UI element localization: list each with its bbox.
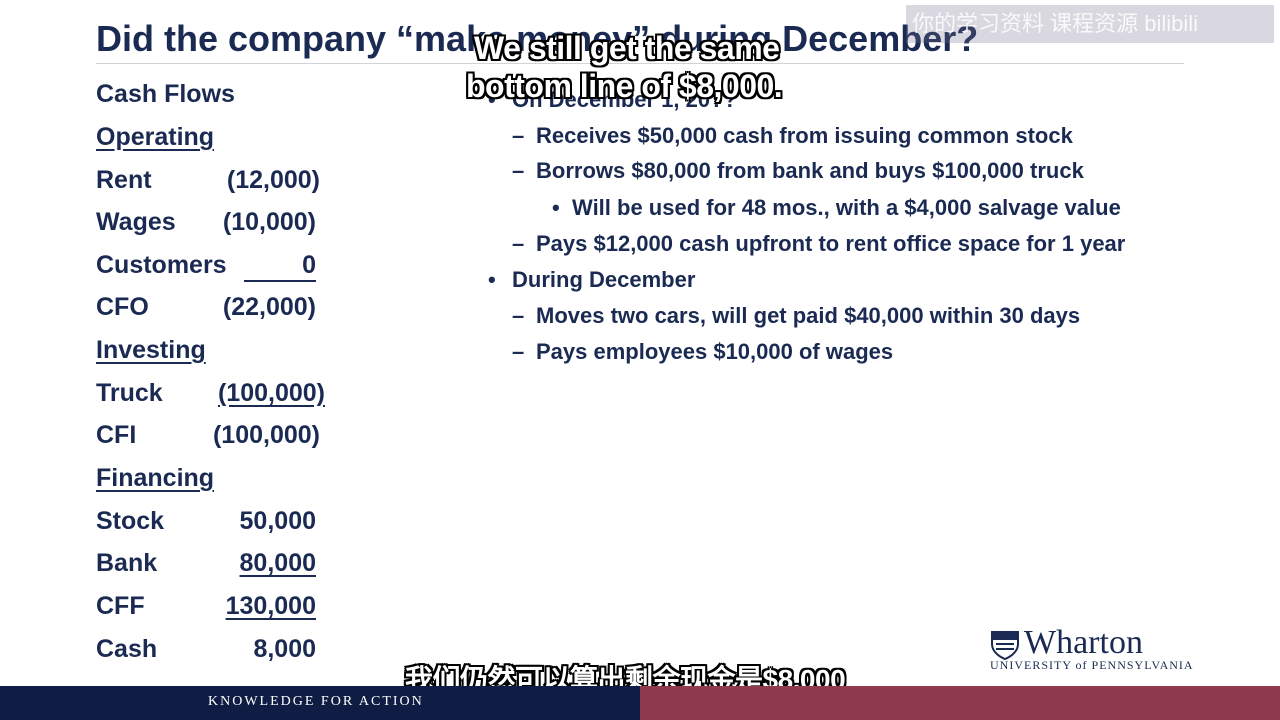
footer-band-right: [640, 686, 1280, 720]
borrow-text: Borrows $80,000 from bank and buys $100,…: [536, 158, 1084, 183]
cff-label: CFF: [96, 592, 145, 620]
watermark: 你的学习资料 课程资源 bilibili: [906, 5, 1274, 43]
footer-tagline: KNOWLEDGE FOR ACTION: [208, 694, 424, 709]
during-text: During December: [512, 267, 696, 292]
cash-value: 8,000: [253, 635, 316, 663]
subtitle-en-line2: bottom line of $8,000.: [466, 68, 783, 104]
cash-row: Cash 8,000: [96, 635, 326, 667]
dash-icon: –: [512, 158, 525, 183]
wharton-wordmark: Wharton: [1024, 624, 1143, 661]
dash-icon: –: [512, 339, 525, 364]
shield-icon: [991, 631, 1019, 660]
wages-value: (10,000): [222, 208, 316, 236]
cfi-row: CFI (100,000): [96, 421, 326, 453]
bullet-dec1: • On December 1, 20??: [488, 87, 737, 113]
truck-label: Truck: [96, 379, 163, 407]
truck-row: Truck (100,000): [96, 379, 326, 411]
cfo-value: (22,000): [222, 293, 316, 321]
cars-text: Moves two cars, will get paid $40,000 wi…: [536, 303, 1081, 328]
university-name: UNIVERSITY of PENNSYLVANIA: [990, 658, 1194, 672]
stock-value: 50,000: [239, 507, 316, 535]
truck-life-text: Will be used for 48 mos., with a $4,000 …: [572, 195, 1121, 220]
dec1-text: On December 1, 20??: [512, 87, 737, 112]
bank-value: 80,000: [239, 549, 316, 577]
bank-row: Bank 80,000: [96, 549, 326, 581]
financing-heading: Financing: [96, 464, 215, 492]
footer-band-left: KNOWLEDGE FOR ACTION: [0, 686, 640, 720]
cfi-label: CFI: [96, 421, 137, 449]
operating-heading: Operating: [96, 123, 215, 151]
bullet-cars: – Moves two cars, will get paid $40,000 …: [512, 303, 1081, 329]
stock-row: Stock 50,000: [96, 507, 326, 539]
cfo-label: CFO: [96, 293, 149, 321]
wharton-logo: Wharton UNIVERSITY of PENNSYLVANIA: [990, 624, 1200, 674]
customers-label: Customers: [96, 251, 227, 279]
bullet-rent: – Pays $12,000 cash upfront to rent offi…: [512, 231, 1126, 257]
bullet-truck-life: • Will be used for 48 mos., with a $4,00…: [552, 195, 1121, 221]
cfi-value: (100,000): [212, 421, 320, 449]
stock-text: Receives $50,000 cash from issuing commo…: [536, 123, 1073, 148]
bullet-dot-icon: •: [488, 87, 496, 112]
customers-value: 0: [244, 251, 316, 282]
dash-icon: –: [512, 303, 525, 328]
wages-label: Wages: [96, 208, 176, 236]
bullet-wages: – Pays employees $10,000 of wages: [512, 339, 894, 365]
rent-row: Rent (12,000): [96, 166, 326, 198]
customers-row: Customers 0: [96, 251, 326, 283]
wages-row: Wages (10,000): [96, 208, 326, 240]
bullet-stock: – Receives $50,000 cash from issuing com…: [512, 123, 1073, 149]
subtitle-en-line1: We still get the same: [474, 30, 780, 66]
bank-label: Bank: [96, 549, 158, 577]
stock-label: Stock: [96, 507, 165, 535]
cff-row: CFF 130,000: [96, 592, 326, 624]
dash-icon: –: [512, 123, 525, 148]
bullet-borrow: – Borrows $80,000 from bank and buys $10…: [512, 158, 1084, 184]
rent-label: Rent: [96, 166, 152, 194]
wages-text: Pays employees $10,000 of wages: [536, 339, 894, 364]
rent-text: Pays $12,000 cash upfront to rent office…: [536, 231, 1126, 256]
dash-icon: –: [512, 231, 525, 256]
truck-value: (100,000): [217, 379, 325, 407]
cash-flows-heading: Cash Flows: [96, 80, 235, 108]
investing-heading: Investing: [96, 336, 206, 364]
rent-value: (12,000): [226, 166, 320, 194]
title-divider: [96, 63, 1184, 64]
bullet-dot-icon: •: [488, 267, 496, 292]
cff-value: 130,000: [225, 592, 316, 620]
bullet-dot-icon: •: [552, 195, 560, 220]
cash-label: Cash: [96, 635, 158, 663]
bullet-during: • During December: [488, 267, 696, 293]
slide-title: Did the company “make money” during Dece…: [96, 18, 979, 59]
cfo-row: CFO (22,000): [96, 293, 326, 325]
